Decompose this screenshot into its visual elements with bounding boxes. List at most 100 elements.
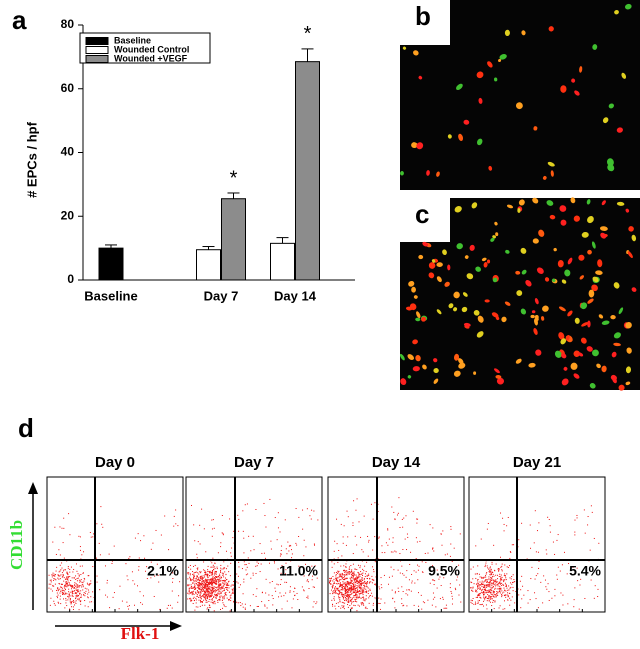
event-dot [71,588,73,590]
event-dot [209,589,211,591]
event-dot [201,583,203,585]
event-dot [225,579,227,581]
event-dot [203,586,205,588]
event-dot [337,570,339,572]
event-dot [48,574,50,576]
event-dot [535,551,537,553]
event-dot [362,599,364,601]
event-dot [346,510,348,512]
event-dot [217,584,219,586]
event-dot [238,530,240,532]
event-dot [370,503,372,505]
event-dot [342,586,344,588]
event-dot [195,578,197,580]
event-dot [77,588,79,590]
event-dot [76,590,78,592]
event-dot [201,579,203,581]
event-dot [204,593,206,595]
event-dot [246,566,248,568]
event-dot [509,582,511,584]
event-dot [349,584,351,586]
event-dot [408,589,410,591]
event-dot [477,596,479,598]
event-dot [357,596,359,598]
event-dot [341,601,343,603]
event-dot [75,598,77,600]
event-dot [226,594,228,596]
event-dot [341,584,343,586]
event-dot [212,576,214,578]
event-dot [381,552,383,554]
event-dot [486,590,488,592]
cell [504,301,511,306]
event-dot [432,579,434,581]
event-dot [216,593,218,595]
event-dot [360,536,362,538]
event-dot [573,606,575,608]
event-dot [216,590,218,592]
event-dot [361,589,363,591]
event-dot [212,571,214,573]
event-dot [484,588,486,590]
event-dot [371,578,373,580]
event-dot [224,581,226,583]
event-dot [193,572,195,574]
event-dot [484,589,486,591]
event-dot [354,568,356,570]
event-dot [482,583,484,585]
event-dot [106,579,108,581]
event-dot [64,569,66,571]
event-dot [489,601,491,603]
cell [573,373,580,379]
event-dot [54,526,56,528]
bar [221,198,246,281]
event-dot [335,577,337,579]
event-dot [96,575,98,577]
event-dot [228,571,230,573]
event-dot [360,597,362,599]
event-dot [405,593,407,595]
event-dot [200,586,202,588]
event-dot [491,590,493,592]
event-dot [222,580,224,582]
event-dot [354,581,356,583]
event-dot [552,541,554,543]
event-dot [82,572,84,574]
event-dot [554,588,556,590]
event-dot [277,568,279,570]
event-dot [369,581,371,583]
event-dot [220,583,222,585]
event-dot [226,584,228,586]
event-dot [202,582,204,584]
event-dot [366,561,368,563]
event-dot [431,579,433,581]
event-dot [237,514,239,516]
event-dot [224,577,226,579]
event-dot [364,600,366,602]
cell [498,58,502,63]
cell [587,320,591,328]
event-dot [549,531,551,533]
event-dot [230,594,232,596]
event-dot [198,584,200,586]
event-dot [444,554,446,556]
event-dot [356,576,358,578]
event-dot [454,587,456,589]
event-dot [305,546,307,548]
event-dot [353,591,355,593]
event-dot [344,578,346,580]
event-dot [513,581,515,583]
event-dot [417,518,419,520]
event-dot [264,605,266,607]
event-dot [498,588,500,590]
event-dot [548,591,550,593]
event-dot [190,600,192,602]
y-tick-label: 80 [61,17,75,31]
event-dot [361,577,363,579]
event-dot [358,584,360,586]
event-dot [342,602,344,604]
event-dot [484,592,486,594]
event-dot [214,591,216,593]
event-dot [208,595,210,597]
event-dot [362,568,364,570]
